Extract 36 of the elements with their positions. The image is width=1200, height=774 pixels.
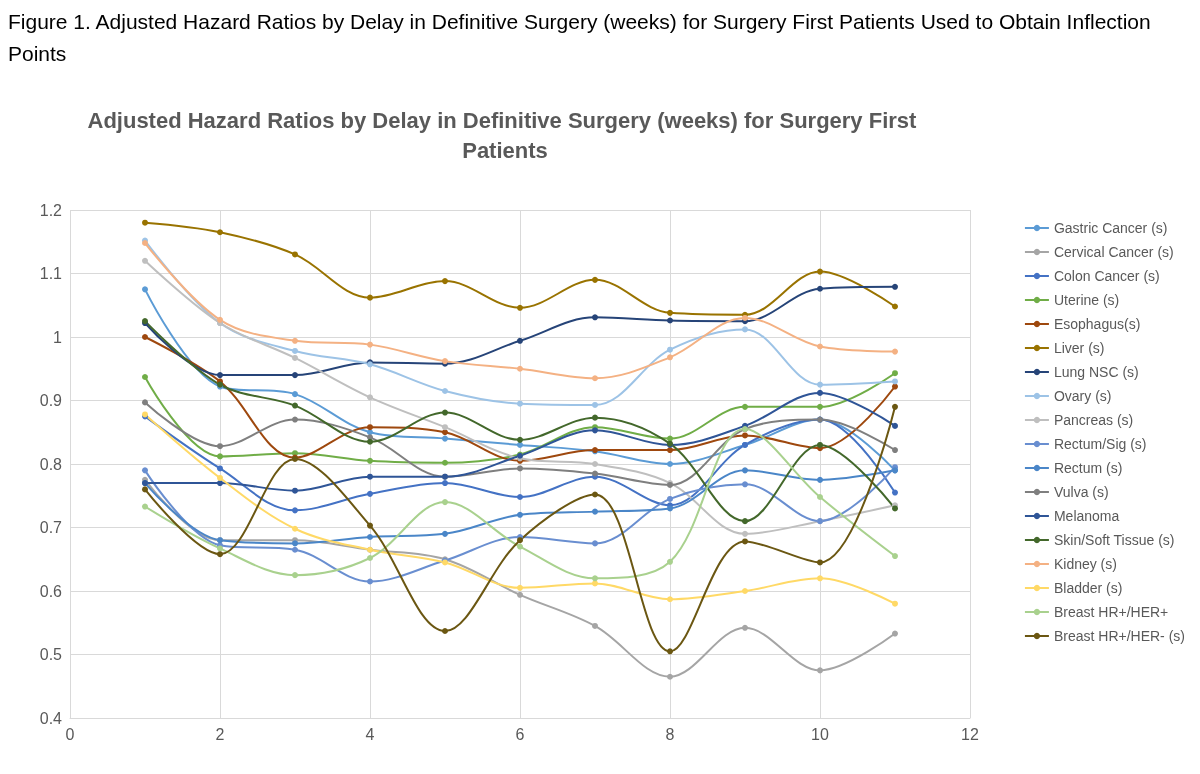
legend-label: Breast HR+/HER- (s): [1053, 628, 1186, 644]
y-tick-label: 0.8: [39, 455, 63, 473]
caption: Figure 1. Adjusted Hazard Ratios by Delay in Definitive Surgery (weeks) for Surgery First Patients Used to Obtain Inflection Points: [8, 9, 1152, 67]
legend-label: Vulva (s): [1053, 484, 1109, 500]
y-tick-label: 0.9: [39, 392, 63, 409]
legend-label: Pancreas (s): [1053, 412, 1134, 428]
legend-label: Rectum (s): [1053, 460, 1123, 476]
y-tick-label: 0.7: [39, 519, 63, 536]
x-tick-label: 0: [65, 725, 75, 743]
y-tick-label: 0.6: [39, 582, 63, 600]
x-tick-label: 4: [365, 725, 375, 743]
legend-label: Cervical Cancer (s): [1053, 244, 1174, 260]
legend-label: Rectum/Sig (s): [1053, 436, 1147, 452]
y-tick-label: 1.1: [39, 265, 63, 282]
x-tick-label: 10: [811, 725, 829, 743]
x-tick-label: 12: [961, 725, 979, 743]
legend-label: Esophagus(s): [1053, 316, 1141, 332]
chart-title: Adjusted Hazard Ratios by Delay in Definitive Surgery (weeks) for Surgery First Patients: [87, 107, 923, 163]
legend-label: Skin/Soft Tissue (s): [1053, 532, 1175, 548]
y-tick-label: 1.2: [39, 201, 63, 219]
legend-label: Liver (s): [1053, 340, 1105, 356]
legend-label: Lung NSC (s): [1053, 364, 1139, 380]
legend-label: Gastric Cancer (s): [1053, 220, 1168, 236]
y-tick-label: 0.5: [39, 646, 63, 663]
legend-label: Melanoma: [1053, 508, 1120, 524]
legend-label: Ovary (s): [1053, 388, 1112, 404]
legend-label: Uterine (s): [1053, 292, 1120, 308]
legend-label: Kidney (s): [1053, 556, 1117, 572]
legend-label: Colon Cancer (s): [1053, 268, 1160, 284]
legend-label: Bladder (s): [1053, 580, 1123, 596]
legend-label: Breast HR+/HER+: [1053, 604, 1169, 620]
x-tick-label: 6: [515, 725, 525, 743]
x-tick-label: 8: [665, 725, 675, 743]
y-tick-label: 1: [53, 328, 63, 346]
x-tick-label: 2: [215, 725, 225, 743]
y-tick-label: 0.4: [39, 709, 63, 727]
